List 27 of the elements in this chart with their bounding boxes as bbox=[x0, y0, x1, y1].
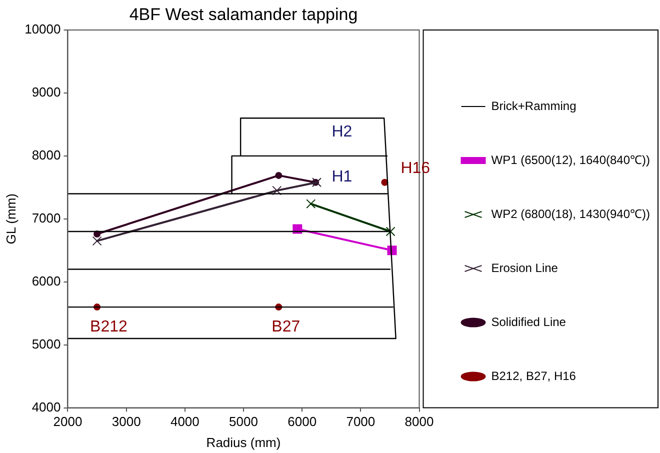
annotation: H1 bbox=[332, 168, 352, 186]
y-tick-label: 7000 bbox=[32, 210, 61, 226]
x-tick-label: 3000 bbox=[112, 414, 141, 430]
legend-label: Erosion Line bbox=[491, 260, 558, 275]
annotation: B27 bbox=[272, 318, 300, 336]
x-axis-title: Radius (mm) bbox=[206, 434, 281, 450]
y-tick-label: 4000 bbox=[32, 399, 61, 414]
annotation: H2 bbox=[332, 123, 352, 140]
annotation: B212 bbox=[90, 318, 128, 336]
x-tick-label: 8000 bbox=[404, 414, 434, 430]
x-tick-label: 7000 bbox=[346, 414, 376, 430]
chart-title: 4BF West salamander tapping bbox=[129, 5, 358, 24]
legend-label: Brick+Ramming bbox=[491, 98, 576, 113]
y-tick-label: 8000 bbox=[32, 148, 61, 163]
legend-label: B212, B27, H16 bbox=[491, 368, 576, 383]
x-tick-label: 2000 bbox=[53, 414, 82, 430]
y-tick-label: 6000 bbox=[32, 273, 61, 288]
x-tick-label: 6000 bbox=[288, 414, 317, 430]
y-tick-label: 9000 bbox=[32, 84, 61, 100]
x-tick-label: 4000 bbox=[170, 414, 200, 430]
y-tick-label: 5000 bbox=[32, 336, 61, 352]
y-axis-title: GL (mm) bbox=[3, 194, 18, 244]
x-tick-label: 5000 bbox=[229, 414, 258, 430]
legend-label: WP2 (6800(18), 1430(940℃)) bbox=[491, 206, 650, 221]
y-tick-label: 10000 bbox=[24, 22, 61, 37]
legend-label: Solidified Line bbox=[491, 314, 566, 329]
legend-label: WP1 (6500(12), 1640(840℃)) bbox=[491, 152, 650, 167]
